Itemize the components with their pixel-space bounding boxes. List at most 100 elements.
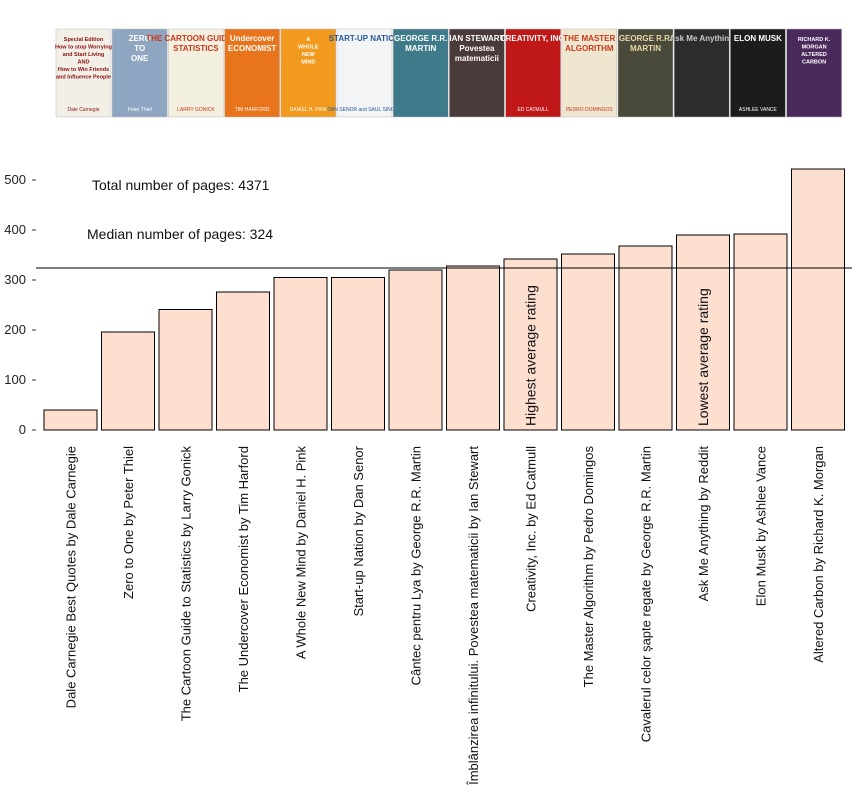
book-cover-image: ELON MUSK ASHLEE VANCE — [730, 28, 786, 118]
book-cover-background — [168, 28, 224, 118]
book-cover-background — [336, 28, 393, 118]
book-cover-title-line: How to Win Friends — [58, 67, 109, 73]
bar-series: Highest average rating Lowest average rat… — [43, 168, 845, 431]
bar — [561, 253, 615, 431]
x-category-label: Elon Musk by Ashlee Vance — [754, 446, 769, 606]
book-cover-title-line: matematicii — [455, 54, 499, 63]
x-category-label: Îmblânzirea infinitului. Povestea matema… — [466, 446, 481, 786]
book-cover-background — [224, 28, 280, 118]
bar — [273, 277, 328, 431]
y-tick-label: 300 — [4, 272, 26, 287]
book-cover-author: PEDRO DOMINGOS — [566, 107, 614, 113]
y-tick-label: 200 — [4, 322, 26, 337]
book-cover-author: LARRY GONICK — [177, 107, 215, 113]
book-cover-title-line: MARTIN — [405, 44, 436, 53]
book-cover-title-line: START-UP NATION — [329, 34, 401, 43]
x-category-label: Cavalerul celor șapte regate by George R… — [639, 446, 654, 742]
book-cover-title-line: CREATIVITY, INC. — [500, 34, 567, 43]
book-cover-title-line: THE MASTER — [563, 34, 615, 43]
book-cover-author: DANIEL H. PINK — [290, 107, 328, 113]
book-cover-title-line: MORGAN — [802, 45, 827, 51]
book-cover-author: TIM HARFORD — [235, 107, 270, 113]
bar — [101, 331, 155, 431]
y-tick-label: 0 — [19, 422, 26, 437]
book-cover-title-line: MARTIN — [630, 44, 661, 53]
book-cover-title-line: ALTERED — [801, 52, 827, 58]
x-category-label: The Undercover Economist by Tim Harford — [236, 446, 251, 692]
bar — [791, 168, 845, 431]
book-cover-title-line: CARBON — [802, 60, 826, 66]
book-cover-image: GEORGE R.R.MARTIN — [392, 28, 449, 118]
book-cover-title-line: How to stop Worrying — [55, 45, 112, 51]
book-cover-title-line: STATISTICS — [173, 44, 219, 53]
book-cover-title-line: NEW — [302, 52, 316, 58]
book-cover-background — [55, 28, 112, 118]
book-cover-title-line: WHOLE — [298, 45, 319, 51]
bar — [503, 258, 558, 431]
bar — [158, 309, 213, 431]
y-tick-label: 400 — [4, 222, 26, 237]
book-cover-title-line: RICHARD K. — [798, 37, 831, 43]
book-cover-title-line: ZERO — [129, 34, 151, 43]
y-tick-label: 500 — [4, 172, 26, 187]
book-cover-background — [280, 28, 337, 118]
book-cover-title-line: Special Edition — [64, 37, 104, 43]
book-cover-title-line: ELON MUSK — [734, 34, 782, 43]
y-axis: 0 100 200 300 400 500 — [4, 172, 36, 437]
x-category-label: Ask Me Anything by Reddit — [696, 446, 711, 602]
median-pages-annotation: Median number of pages: 324 — [87, 226, 273, 242]
book-cover-title-line: ONE — [131, 54, 149, 63]
book-cover-background — [561, 28, 618, 118]
total-pages-annotation: Total number of pages: 4371 — [92, 177, 270, 193]
book-cover-image: Ask Me Anything — [669, 28, 734, 118]
bar — [733, 233, 788, 431]
book-cover-title-line: GEORGE R.R. — [394, 34, 447, 43]
book-cover-background — [617, 28, 674, 118]
book-cover-title-line: AND — [78, 60, 90, 66]
book-cover-title-line: Povestea — [459, 44, 495, 53]
book-cover-title-line: MIND — [301, 60, 315, 66]
book-cover-title-line: Ask Me Anything — [669, 34, 734, 43]
x-category-label: Cântec pentru Lya by George R.R. Martin — [409, 446, 424, 685]
book-cover-title-line: A — [306, 37, 310, 43]
book-cover-title-line: and Start Living — [63, 52, 105, 58]
rating-label: Highest average rating — [523, 285, 539, 426]
book-cover-title-line: GEORGE R.R. — [619, 34, 672, 43]
bar — [216, 291, 270, 431]
bar — [618, 245, 673, 431]
book-cover-background — [392, 28, 449, 118]
book-cover-background — [786, 28, 842, 118]
book-cover-title-line: Undercover — [230, 34, 274, 43]
book-cover-title-line: TO — [134, 44, 145, 53]
book-cover-author: DAN SENOR and SAUL SINGER — [327, 107, 402, 113]
book-cover-background — [505, 28, 561, 118]
book-cover-title-line: THE CARTOON GUIDE TO — [146, 34, 245, 43]
book-cover-background — [730, 28, 786, 118]
x-category-label: The Master Algorithm by Pedro Domingos — [581, 446, 596, 688]
book-cover-author: Dale Carnegie — [68, 107, 100, 113]
book-cover-title-line: and Influence People — [56, 75, 111, 81]
book-cover-author: ASHLEE VANCE — [739, 107, 778, 113]
x-axis-labels: Dale Carnegie Best Quotes by Dale Carneg… — [64, 445, 827, 786]
bar — [43, 409, 98, 431]
x-category-label: The Cartoon Guide to Statistics by Larry… — [179, 446, 194, 722]
book-cover-title-line: ALGORITHM — [565, 44, 614, 53]
x-category-label: Zero to One by Peter Thiel — [121, 446, 136, 599]
book-cover-author: Peter Thiel — [128, 107, 152, 113]
book-cover-background — [111, 28, 168, 118]
book-cover-title-line: IAN STEWART — [449, 34, 504, 43]
x-category-label: A Whole New Mind by Daniel H. Pink — [294, 446, 309, 660]
rating-label: Lowest average rating — [695, 288, 711, 426]
book-cover-title-line: ECONOMIST — [228, 44, 277, 53]
x-category-label: Dale Carnegie Best Quotes by Dale Carneg… — [64, 446, 79, 708]
bar — [446, 265, 500, 431]
